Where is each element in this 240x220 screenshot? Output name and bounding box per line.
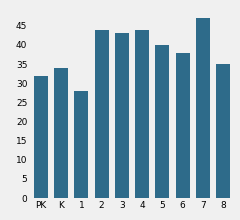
Bar xyxy=(54,68,68,198)
Bar xyxy=(216,64,230,198)
Bar xyxy=(135,29,149,198)
Bar xyxy=(115,33,129,198)
Bar xyxy=(74,91,89,198)
Bar xyxy=(196,18,210,198)
Bar xyxy=(175,53,190,198)
Bar xyxy=(34,75,48,198)
Bar xyxy=(155,45,169,198)
Bar xyxy=(95,29,109,198)
